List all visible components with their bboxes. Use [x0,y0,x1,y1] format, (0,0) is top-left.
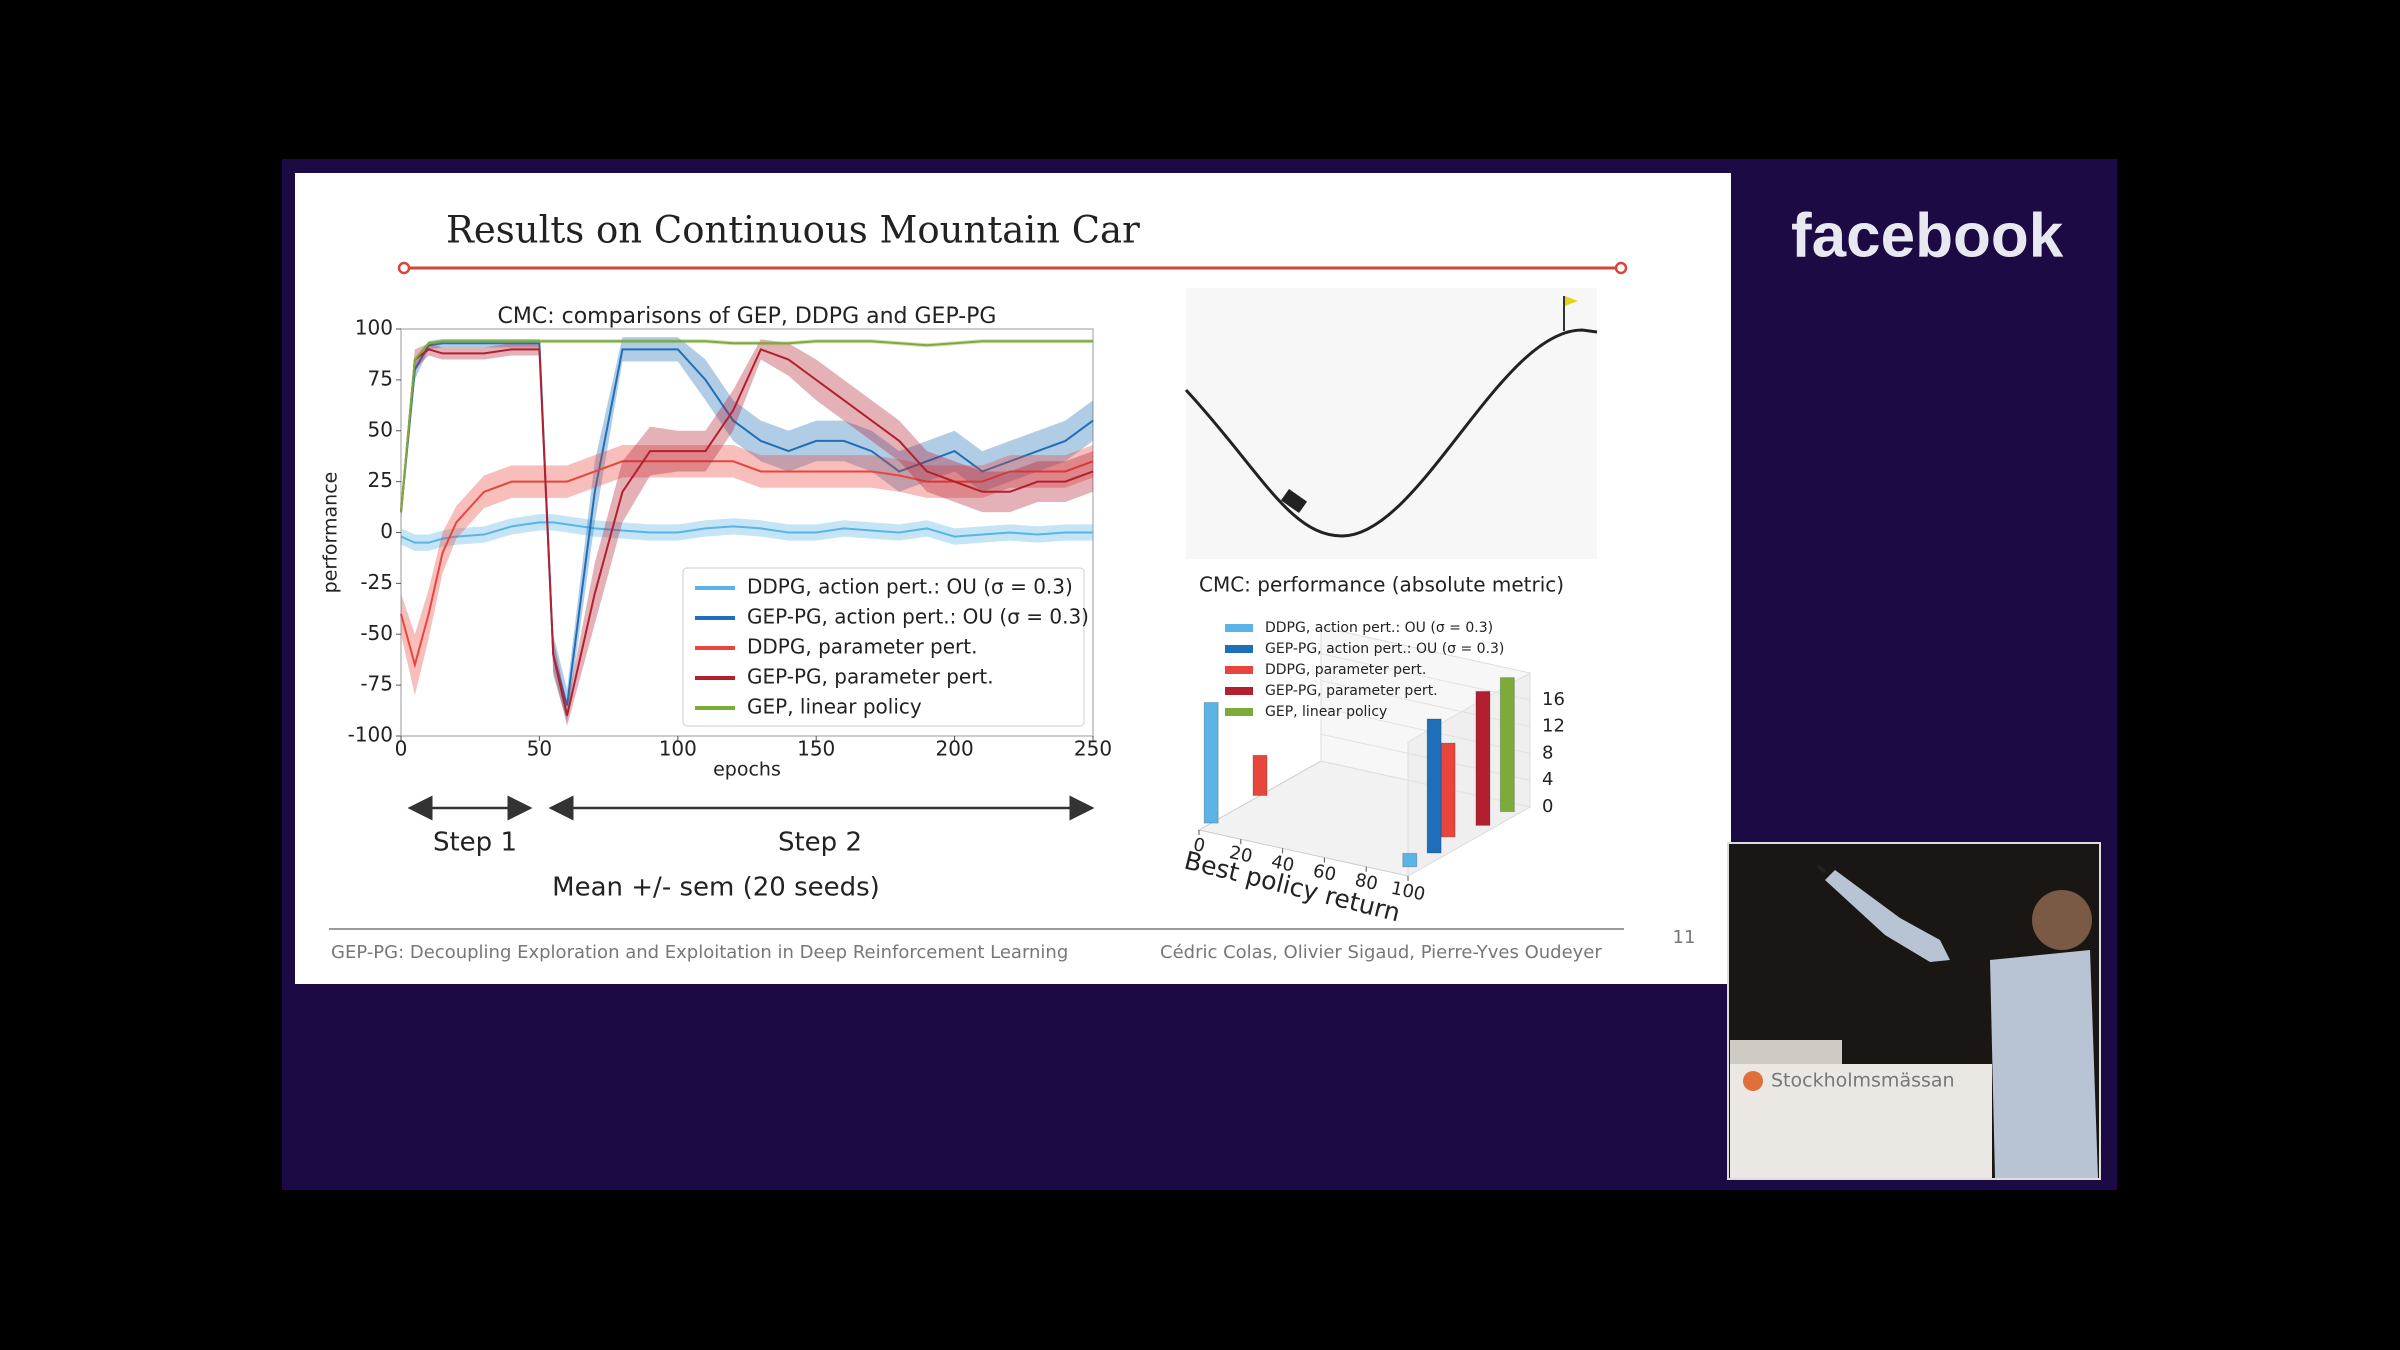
speaker-head [2032,890,2092,950]
x-tick-label: 100 [659,737,697,761]
x-tick-label: 150 [797,737,835,761]
sem-band [401,337,1093,722]
car [1280,488,1308,514]
x-tick-label: 0 [1191,834,1207,857]
grid-line [1320,733,1531,781]
legend-label: GEP-PG, parameter pert. [1265,683,1438,699]
legend-label: DDPG, parameter pert. [1265,662,1426,678]
series-line [400,460,1094,669]
bar [1402,852,1418,868]
x-axis-label: epochs [713,759,781,781]
y-tick-label: -25 [360,570,393,594]
z-tick-label: 16 [1542,689,1565,710]
bar [1440,742,1456,838]
legend-label: DDPG, action pert.: OU (σ = 0.3) [1265,620,1493,636]
podium [1730,1064,1992,1178]
series-line [400,342,1094,706]
series-line [400,348,1094,716]
grid-line [1320,680,1531,728]
series-line [400,521,1093,544]
mountain-car-image [1186,288,1597,559]
y-tick-label: 0 [380,519,393,543]
x-tick-label: 20 [1228,842,1255,867]
page-number: 11 [1673,927,1696,948]
x-tick-label: 80 [1353,870,1380,895]
caption: Mean +/- sem (20 seeds) [552,873,880,903]
y-axis-label: performance [320,472,342,594]
legend-label: DDPG, parameter pert. [747,635,977,659]
grid-line [1320,760,1531,808]
step-label: Step 2 [778,828,862,858]
venue-logo [1743,1071,1763,1091]
legend-swatch [1225,645,1253,653]
grid-line [1320,653,1531,701]
chart-title: CMC: comparisons of GEP, DDPG and GEP-PG [498,304,997,329]
footer-left: GEP-PG: Decoupling Exploration and Explo… [331,942,1068,963]
z-tick-label: 4 [1542,769,1553,790]
x-tick-label: 50 [527,737,552,761]
legend-label: GEP, linear policy [1265,704,1387,720]
z-tick-label: 0 [1542,796,1553,817]
grid-line [1320,706,1531,754]
speaker-arm [1825,870,1950,962]
flag [1565,296,1578,306]
step-label: Step 1 [433,828,517,858]
legend-label: GEP-PG, parameter pert. [747,665,994,689]
legend-label: GEP-PG, action pert.: OU (σ = 0.3) [1265,641,1504,657]
brand: facebook [1791,201,2064,270]
speaker-body [1990,950,2098,1178]
venue-name: Stockholmsmässan [1771,1070,1955,1092]
sem-band [401,444,1093,696]
z-tick-label: 12 [1542,716,1565,737]
x-tick-label: 200 [936,737,974,761]
sem-band [401,514,1093,551]
slide-title: Results on Continuous Mountain Car [446,209,1140,252]
footer-right: Cédric Colas, Olivier Sigaud, Pierre-Yve… [1160,942,1602,963]
legend-label: GEP, linear policy [747,695,922,719]
bar [1252,754,1268,796]
bar [1499,677,1515,813]
y-tick-label: 75 [368,366,393,390]
legend-swatch [1225,666,1253,674]
y-tick-label: 100 [355,316,393,340]
y-tick-label: -100 [348,723,393,747]
bar [1203,702,1219,824]
x-tick-label: 250 [1074,737,1112,761]
chart-title: CMC: performance (absolute metric) [1199,573,1564,597]
legend-swatch [1225,624,1253,632]
legend-label: DDPG, action pert.: OU (σ = 0.3) [747,575,1073,599]
z-tick-label: 8 [1542,742,1553,763]
mountain-curve [1184,328,1598,538]
x-tick-label: 0 [395,737,408,761]
bar [1426,718,1442,854]
pointer [1816,864,1827,874]
legend-label: GEP-PG, action pert.: OU (σ = 0.3) [747,605,1089,629]
bar [1475,690,1491,826]
legend-swatch [1225,708,1253,716]
series-line [400,340,1093,513]
y-tick-label: 25 [368,468,393,492]
rule-end [397,261,411,275]
legend-swatch [1225,687,1253,695]
y-tick-label: -50 [360,621,393,645]
y-tick-label: -75 [360,672,393,696]
x-tick-label: 60 [1311,860,1338,885]
rule-end [1614,261,1628,275]
x-tick-label: 40 [1269,851,1296,876]
y-tick-label: 50 [368,417,393,441]
legend [682,567,1085,727]
screen-edge [1730,1040,1842,1064]
